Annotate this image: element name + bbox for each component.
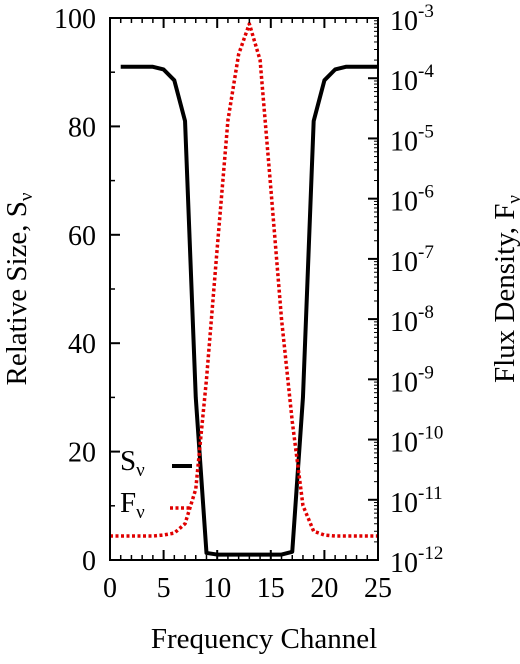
x-tick-label: 5 — [157, 573, 171, 604]
y-right-tick-label: 10-4 — [390, 61, 434, 97]
legend-label-s-nu-text: S — [120, 445, 136, 477]
legend-label-f-nu: Fν — [120, 487, 145, 523]
x-axis-title: Frequency Channel — [151, 623, 377, 655]
y-right-tick-exponent: -12 — [418, 543, 443, 564]
y-right-tick-base: 10 — [390, 367, 418, 398]
y-right-tick-exponent: -8 — [418, 302, 434, 323]
x-tick-label: 10 — [203, 573, 231, 604]
y-right-tick-label: 10-9 — [390, 362, 434, 398]
tick-marks — [109, 17, 379, 561]
y-axis-left-title-text: Relative Size, S — [1, 201, 33, 385]
y-right-tick-base: 10 — [390, 428, 418, 459]
x-tick-label: 0 — [103, 573, 117, 604]
series-line-f-nu — [110, 22, 378, 538]
y-left-tick-label: 0 — [82, 546, 96, 577]
series-line-s-nu — [120, 64, 378, 557]
y-right-tick-label: 10-5 — [390, 121, 434, 157]
y-left-tick-label: 40 — [68, 329, 96, 360]
y-right-tick-label: 10-3 — [390, 1, 434, 37]
y-right-tick-exponent: -6 — [418, 182, 434, 203]
y-right-tick-exponent: -7 — [418, 242, 434, 263]
y-right-tick-base: 10 — [390, 126, 418, 157]
legend-label-s-nu-subscript: ν — [136, 460, 145, 481]
y-right-tick-exponent: -3 — [418, 1, 434, 22]
tick-labels: 0 5 10 15 20 2502040608010010-1210-1110-1010-… — [54, 1, 443, 604]
y-right-tick-exponent: -5 — [418, 121, 434, 142]
plot-frame — [109, 17, 379, 561]
legend-label-f-nu-text: F — [120, 487, 136, 519]
y-axis-right-title-text: Flux Density, F — [489, 204, 520, 383]
y-axis-right-title: Flux Density, Fν — [489, 195, 520, 383]
y-right-tick-label: 10-6 — [390, 182, 434, 218]
legend-label-f-nu-subscript: ν — [136, 502, 145, 523]
y-right-tick-label: 10-11 — [390, 483, 443, 519]
y-left-tick-label: 80 — [68, 112, 96, 143]
legend-label-s-nu: Sν — [120, 445, 145, 481]
y-right-tick-base: 10 — [390, 548, 418, 579]
y-left-tick-label: 60 — [68, 221, 96, 252]
x-tick-label: 20 — [310, 573, 338, 604]
y-right-tick-base: 10 — [390, 66, 418, 97]
y-right-tick-exponent: -9 — [418, 362, 434, 383]
y-right-tick-label: 10-10 — [390, 423, 443, 459]
y-axis-left-title-subscript: ν — [16, 192, 37, 201]
y-left-tick-label: 20 — [68, 438, 96, 469]
x-tick-label: 25 — [364, 573, 392, 604]
y-right-tick-base: 10 — [390, 488, 418, 519]
y-axis-right-title-subscript: ν — [504, 195, 520, 204]
plot-area — [110, 22, 378, 557]
y-right-tick-base: 10 — [390, 187, 418, 218]
y-right-tick-exponent: -11 — [418, 483, 443, 504]
legend: Sν Fν — [120, 445, 192, 523]
x-tick-label: 15 — [257, 573, 285, 604]
y-right-tick-label: 10-8 — [390, 302, 434, 338]
y-right-tick-label: 10-12 — [390, 543, 443, 579]
y-right-tick-label: 10-7 — [390, 242, 434, 278]
y-right-tick-exponent: -10 — [418, 423, 443, 444]
y-left-tick-label: 100 — [54, 4, 96, 35]
y-right-tick-base: 10 — [390, 247, 418, 278]
y-axis-left-title: Relative Size, Sν — [1, 192, 37, 385]
y-right-tick-exponent: -4 — [418, 61, 434, 82]
y-right-tick-base: 10 — [390, 6, 418, 37]
y-right-tick-base: 10 — [390, 307, 418, 338]
